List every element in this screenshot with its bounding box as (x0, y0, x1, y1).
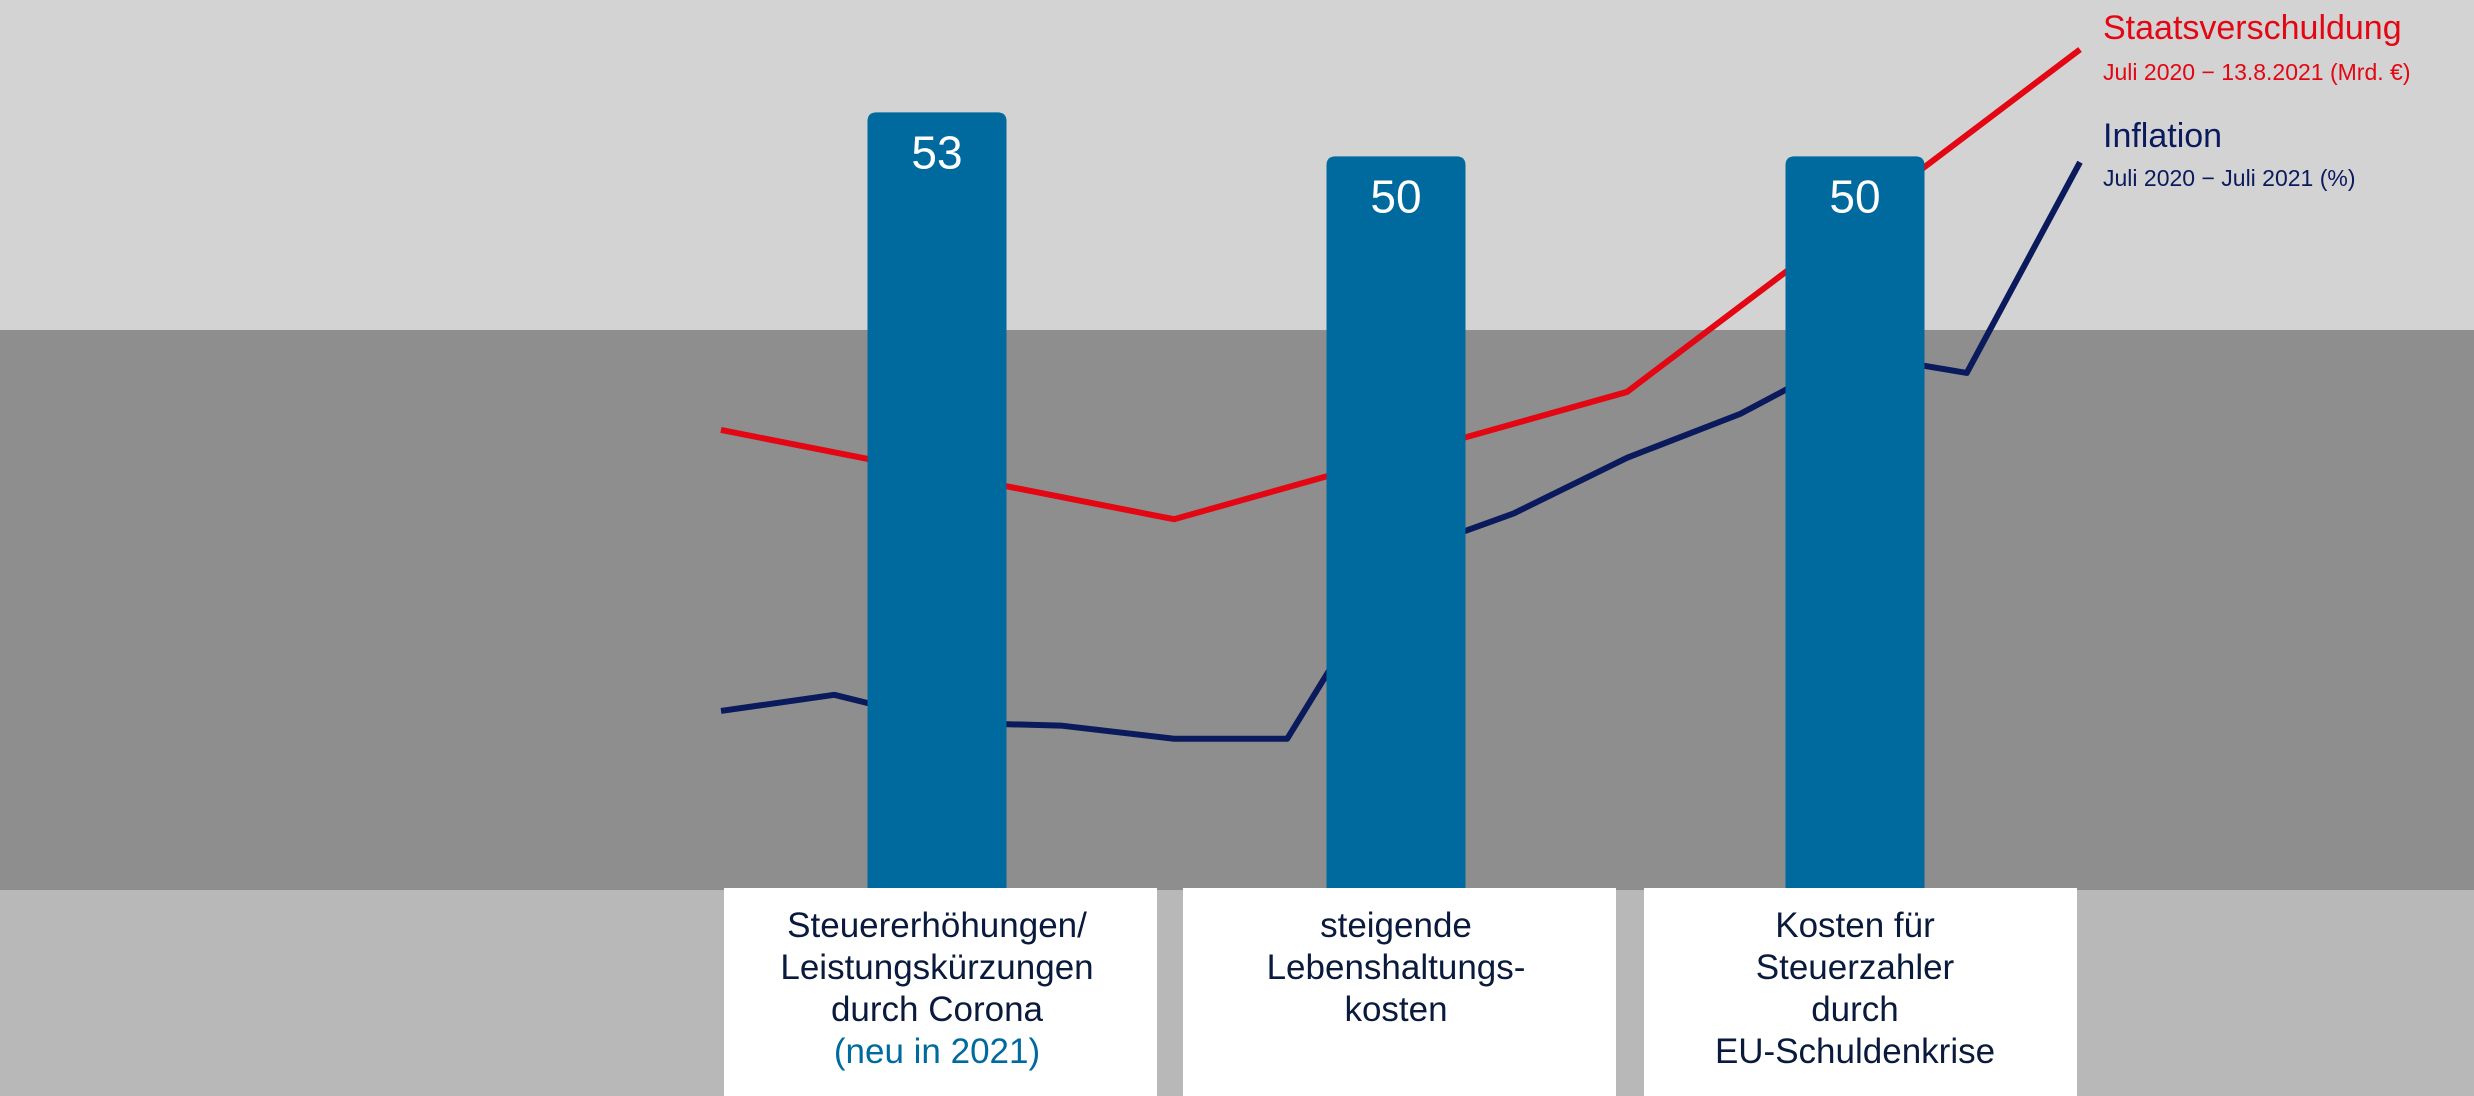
debt-clock-board (0, 330, 2474, 890)
category-label: Steuererhöhungen/ (787, 906, 1087, 945)
chart: 53Steuererhöhungen/Leistungskürzungendur… (0, 0, 2474, 1096)
category-label: Lebenshaltungs- (1267, 948, 1526, 987)
value-label: 50 (1829, 170, 1880, 222)
category-label: EU-Schuldenkrise (1715, 1032, 1995, 1071)
legend-subtitle: Juli 2020 − 13.8.2021 (Mrd. €) (2103, 59, 2411, 85)
bar (1327, 156, 1466, 888)
category-label: Kosten für (1775, 906, 1935, 945)
legend-subtitle: Juli 2020 − Juli 2021 (%) (2103, 165, 2356, 191)
legend-label: Inflation (2103, 117, 2222, 155)
value-label: 50 (1370, 170, 1421, 222)
category-label: durch (1811, 990, 1899, 1029)
category-label: kosten (1344, 990, 1447, 1029)
category-note: (neu in 2021) (834, 1032, 1040, 1071)
legend-label: Staatsverschuldung (2103, 9, 2402, 47)
bar (1786, 156, 1925, 888)
category-label: steigende (1320, 906, 1472, 945)
bar (868, 112, 1007, 888)
category-label: Steuerzahler (1756, 948, 1955, 987)
category-label: Leistungskürzungen (780, 948, 1093, 987)
value-label: 53 (911, 126, 962, 178)
category-label: durch Corona (831, 990, 1044, 1029)
